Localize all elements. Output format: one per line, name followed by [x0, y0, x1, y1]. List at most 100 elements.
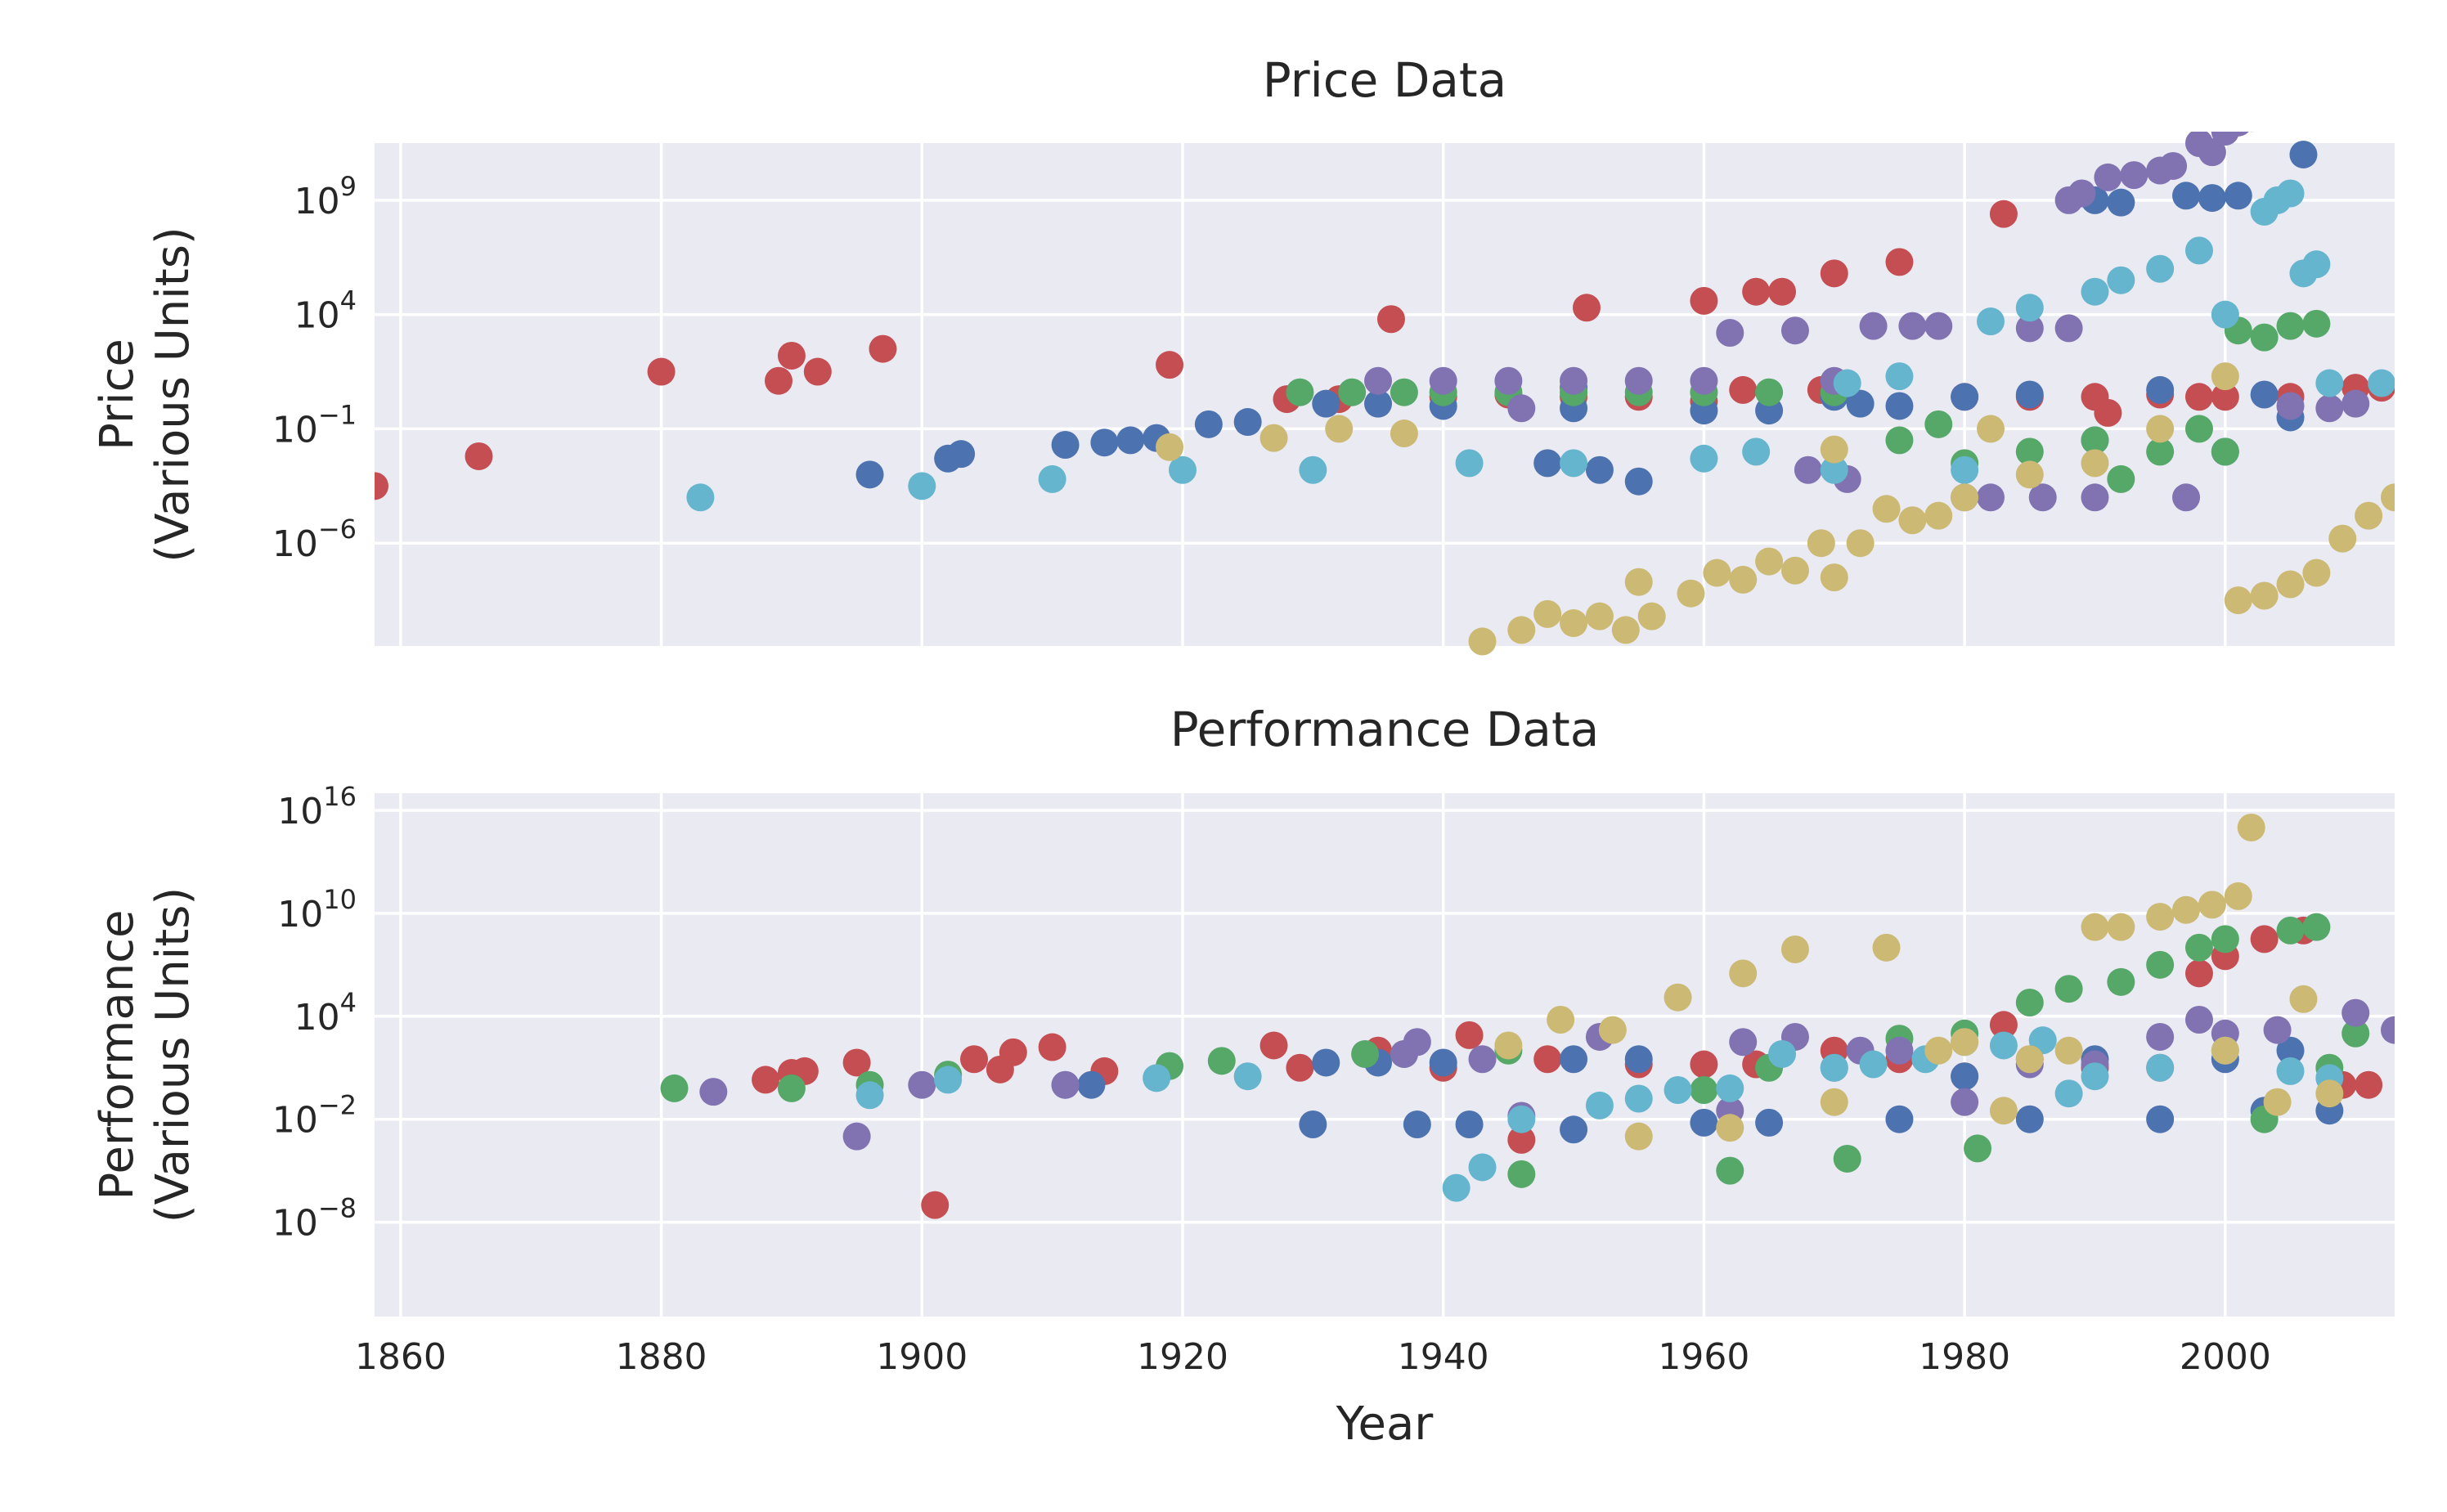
- data-point: [1924, 1036, 1953, 1065]
- data-point: [2250, 925, 2279, 953]
- data-point: [1468, 627, 1497, 656]
- data-point: [2263, 1016, 2292, 1044]
- data-point: [2184, 959, 2213, 988]
- x-tick-label: 1980: [1919, 1336, 2010, 1378]
- data-point: [1207, 1047, 1236, 1075]
- data-point: [1403, 1110, 1431, 1138]
- data-point: [2355, 1070, 2383, 1099]
- data-point: [842, 1122, 871, 1151]
- data-point: [1364, 366, 1393, 395]
- y-tick-label: 10−1: [272, 399, 357, 451]
- data-point: [2015, 1105, 2044, 1133]
- y-axis-label: Price: [91, 339, 144, 451]
- data-point: [1690, 286, 1718, 315]
- data-point: [2250, 581, 2279, 610]
- data-point: [2302, 913, 2331, 941]
- data-point: [1729, 565, 1758, 594]
- data-point: [2198, 184, 2226, 213]
- data-point: [2081, 449, 2109, 478]
- data-point: [1664, 983, 1692, 1012]
- data-point: [2184, 1005, 2213, 1034]
- data-point: [1755, 1108, 1784, 1137]
- data-point: [1729, 959, 1758, 988]
- data-point: [2094, 398, 2122, 427]
- data-point: [765, 366, 792, 395]
- data-point: [1977, 483, 2005, 512]
- x-axis-label: Year: [1336, 1398, 1435, 1451]
- data-point: [1716, 1156, 1744, 1185]
- data-point: [2289, 140, 2318, 168]
- x-tick-label: 1860: [355, 1336, 447, 1378]
- data-point: [1898, 312, 1927, 340]
- data-point: [1259, 1031, 1288, 1060]
- data-point: [1598, 1016, 1627, 1044]
- data-point: [2028, 483, 2057, 512]
- data-point: [1233, 408, 1262, 437]
- data-point: [1143, 1064, 1171, 1092]
- data-point: [2054, 314, 2083, 343]
- data-point: [2107, 967, 2135, 996]
- y-tick-label: 10−6: [272, 514, 357, 565]
- data-point: [2184, 933, 2213, 962]
- y-tick-exponent: 9: [340, 171, 357, 202]
- data-point: [2054, 975, 2083, 1003]
- data-point: [2211, 362, 2239, 391]
- y-axis-label-units: (Various Units): [146, 227, 200, 562]
- data-point: [2198, 138, 2226, 167]
- data-point: [1989, 1031, 2018, 1060]
- data-point: [2276, 312, 2305, 340]
- y-tick-exponent: 4: [340, 285, 357, 316]
- data-point: [1742, 277, 1771, 306]
- data-point: [921, 1191, 950, 1219]
- data-point: [1286, 378, 1314, 406]
- data-point: [999, 1038, 1027, 1066]
- data-point: [1533, 599, 1562, 628]
- x-tick-label: 1920: [1137, 1336, 1228, 1378]
- data-point: [2276, 1036, 2305, 1065]
- y-tick-exponent: −1: [318, 399, 357, 430]
- data-point: [1833, 1144, 1861, 1173]
- data-point: [2015, 989, 2044, 1016]
- chart-title: Price Data: [1263, 52, 1506, 108]
- data-point: [2107, 188, 2135, 217]
- data-point: [1507, 1105, 1536, 1133]
- data-point: [2146, 950, 2175, 979]
- data-point: [1547, 1005, 1575, 1034]
- data-point: [2250, 380, 2279, 409]
- data-point: [1807, 529, 1835, 558]
- data-point: [2146, 1022, 2175, 1051]
- data-point: [1533, 449, 1562, 478]
- data-point: [1846, 389, 1875, 418]
- data-point: [1716, 1114, 1744, 1142]
- y-tick-label: 1016: [277, 781, 357, 832]
- data-point: [1156, 351, 1184, 379]
- data-point: [1338, 378, 1367, 406]
- data-point: [2184, 415, 2213, 443]
- data-point: [1951, 483, 1979, 512]
- data-point: [2355, 501, 2383, 530]
- data-point: [1560, 449, 1588, 478]
- data-point: [1429, 1048, 1457, 1077]
- data-point: [2172, 483, 2201, 512]
- data-point: [1494, 366, 1523, 395]
- y-tick-exponent: −8: [318, 1193, 357, 1224]
- x-tick-label: 1940: [1398, 1336, 1489, 1378]
- data-point: [1951, 1088, 1979, 1116]
- data-point: [1820, 563, 1848, 592]
- data-point: [1390, 420, 1418, 448]
- data-point: [1820, 455, 1848, 484]
- data-point: [2276, 392, 2305, 420]
- data-point: [947, 440, 976, 469]
- data-point: [1859, 1050, 1888, 1079]
- data-point: [2146, 375, 2175, 404]
- y-tick-label: 10−8: [272, 1193, 357, 1245]
- data-point: [2302, 559, 2331, 587]
- data-point: [2184, 383, 2213, 411]
- data-point: [2224, 182, 2252, 210]
- data-point: [2015, 380, 2044, 409]
- data-point: [2015, 460, 2044, 489]
- data-point: [1299, 455, 1327, 484]
- series-5: [1156, 362, 2395, 656]
- data-point: [1611, 616, 1640, 644]
